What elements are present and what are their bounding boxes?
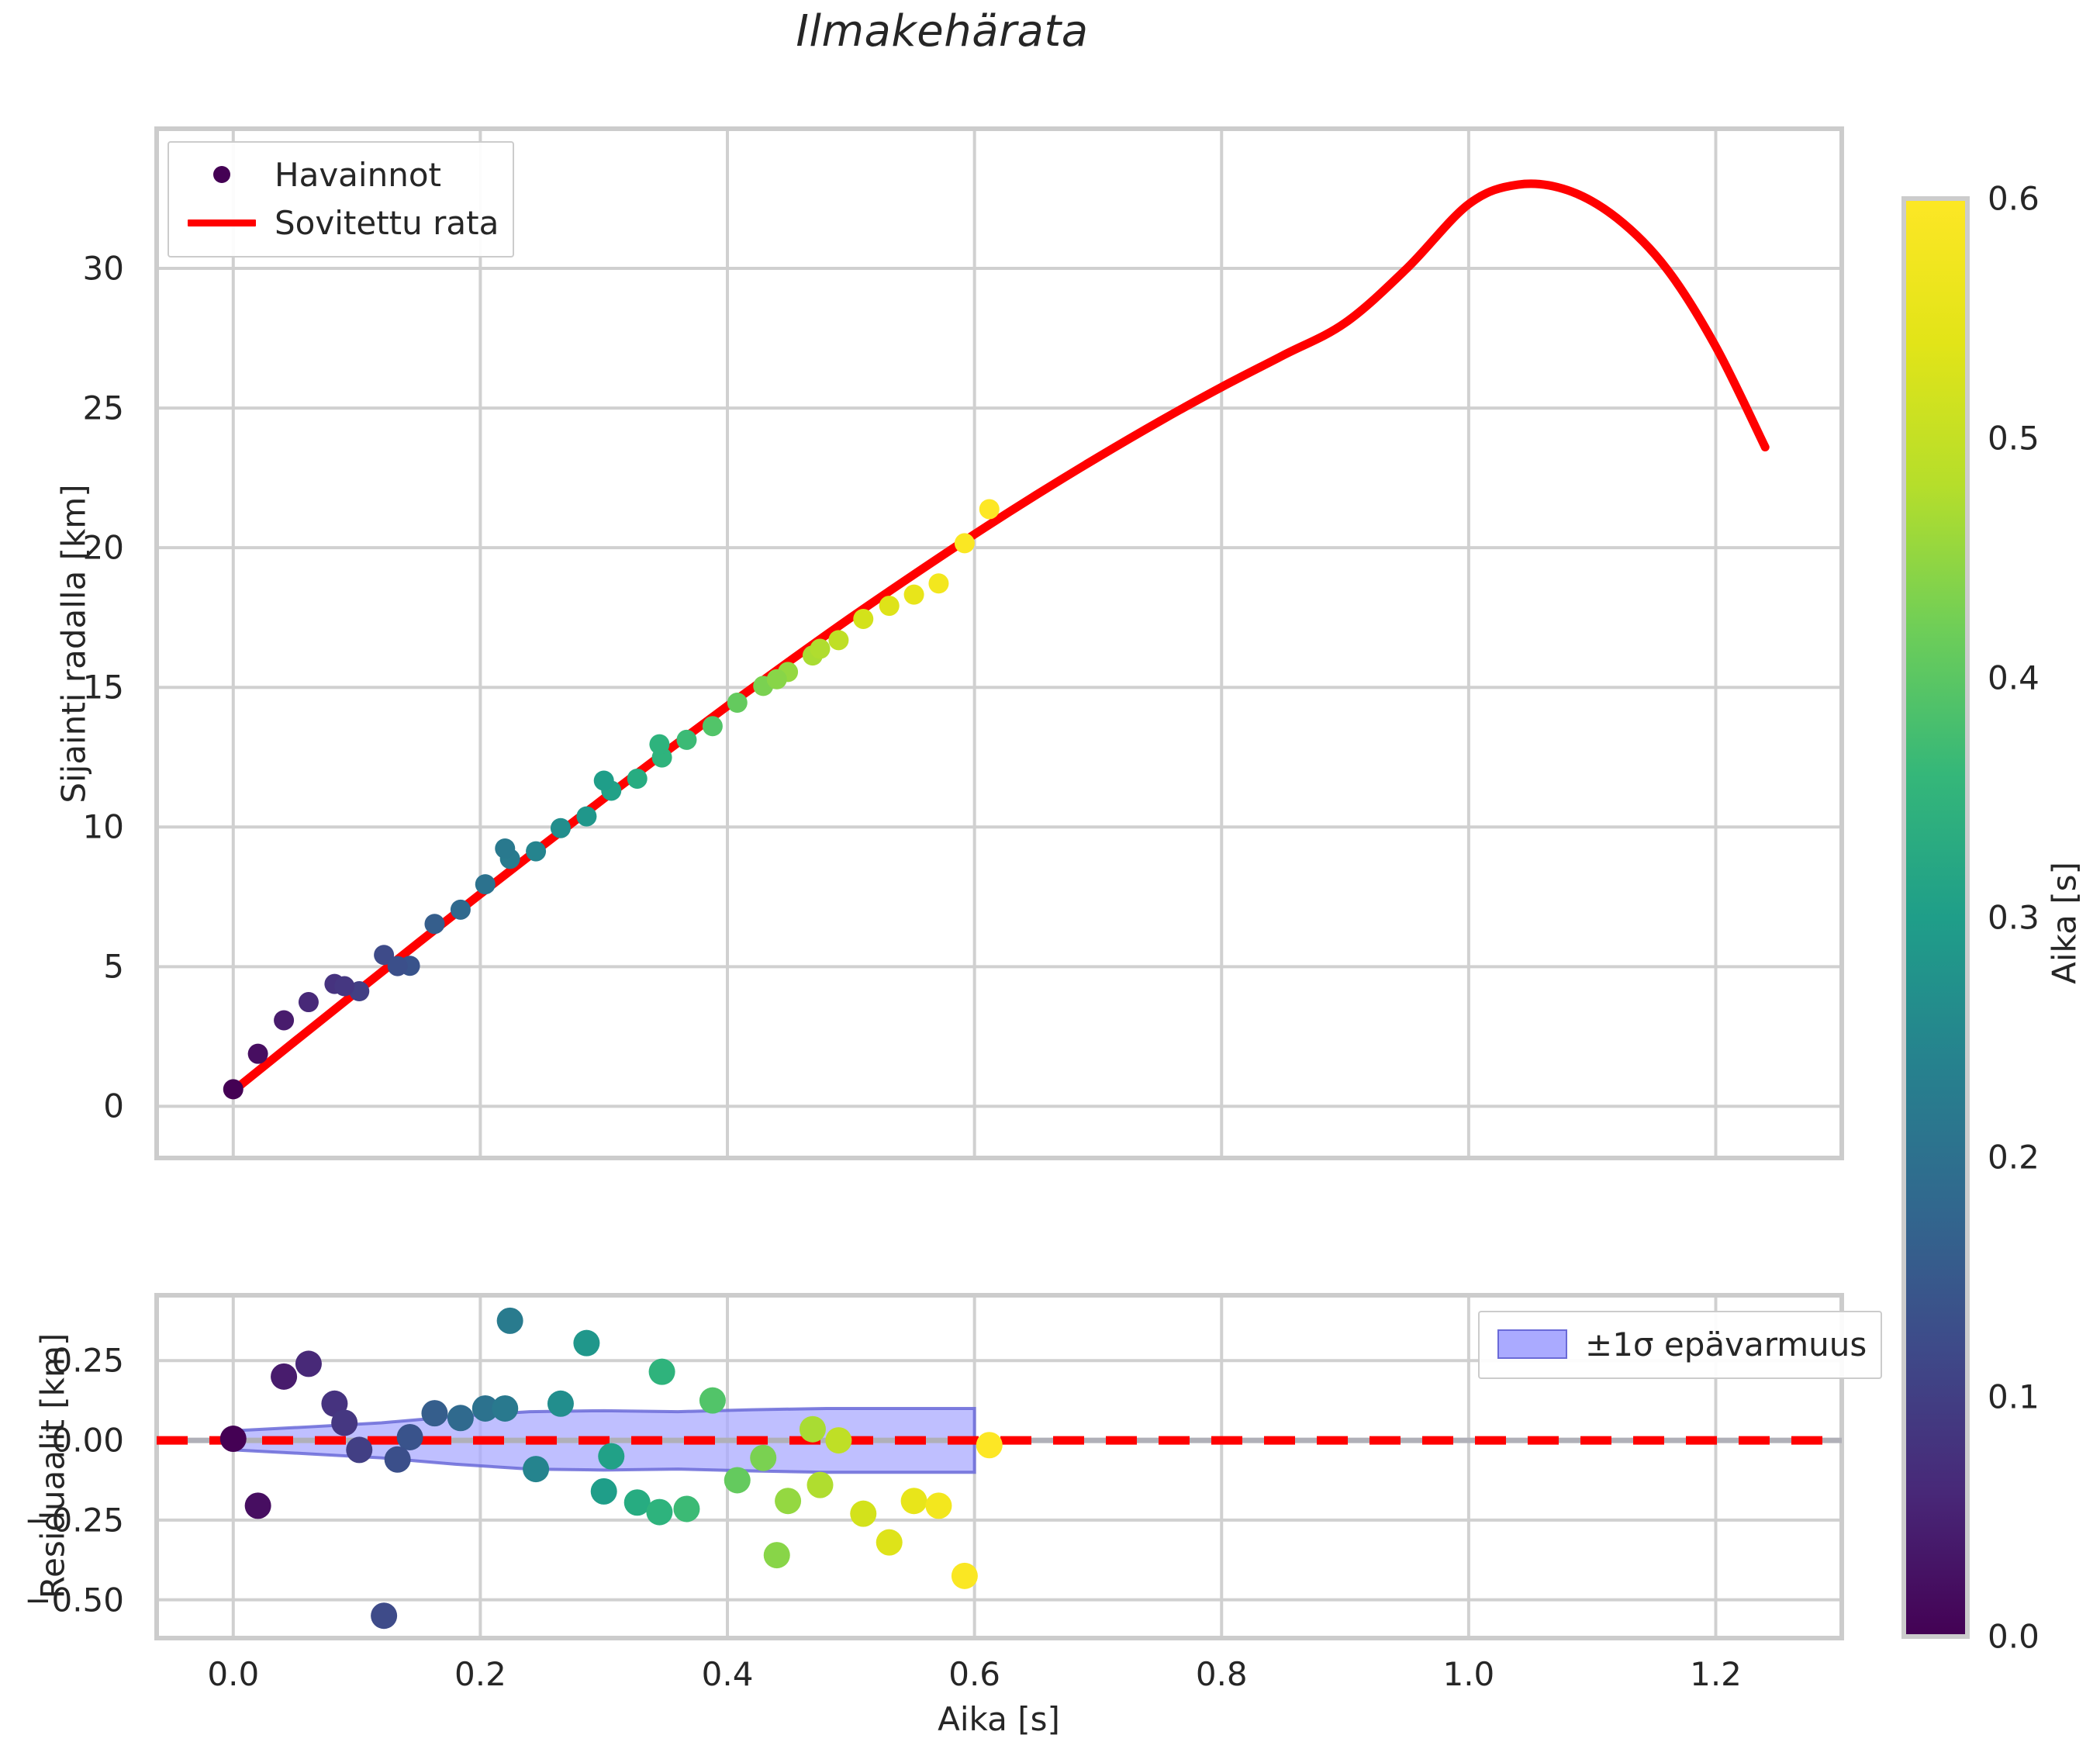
y-tick-label: 20 <box>82 528 124 567</box>
main-axes-frame <box>154 126 1844 1160</box>
residual-y-axis-label: Residuaalit [km] <box>33 1332 72 1599</box>
figure-title: Ilmakehärata <box>796 6 1089 57</box>
main-axes-data <box>223 179 1770 1100</box>
main-y-axis-label: Sijainti radalla [km] <box>54 484 93 804</box>
x-tick-label: 0.6 <box>948 1655 1001 1693</box>
legend-label-sovitettu-rata: Sovitettu rata <box>275 203 499 242</box>
y-tick-label: 0.25 <box>51 1341 124 1380</box>
y-tick-label: 10 <box>82 807 124 846</box>
residual-legend: ±1σ epävarmuus <box>1478 1311 1883 1379</box>
y-tick-label: −0.50 <box>24 1581 124 1619</box>
y-tick-label: 30 <box>82 249 124 288</box>
y-tick-label: 25 <box>82 389 124 427</box>
legend-label-havainnot: Havainnot <box>275 155 441 194</box>
residual-x-axis-label: Aika [s] <box>938 1700 1060 1738</box>
y-tick-label: 0.00 <box>51 1421 124 1460</box>
line-marker-icon <box>180 219 264 226</box>
y-tick-label: 15 <box>82 668 124 707</box>
x-tick-label: 0.0 <box>207 1655 260 1693</box>
y-tick-label: 5 <box>103 947 124 986</box>
main-legend: Havainnot Sovitettu rata <box>168 141 515 257</box>
x-tick-label: 0.4 <box>701 1655 754 1693</box>
colorbar-tick-label: 0.6 <box>1988 179 2040 218</box>
band-patch-icon <box>1490 1329 1574 1359</box>
legend-label-uncertainty: ±1σ epävarmuus <box>1585 1325 1867 1364</box>
x-tick-label: 1.0 <box>1442 1655 1495 1693</box>
colorbar-tick-label: 0.2 <box>1988 1138 2040 1177</box>
colorbar-tick-label: 0.5 <box>1988 419 2040 458</box>
colorbar-tick-label: 0.4 <box>1988 658 2040 697</box>
colorbar-tick-label: 0.3 <box>1988 898 2040 937</box>
y-tick-label: 0 <box>103 1087 124 1125</box>
residual-axes-data <box>157 1307 1842 1630</box>
legend-item-sovitettu-rata: Sovitettu rata <box>180 199 499 247</box>
y-tick-label: −0.25 <box>24 1501 124 1540</box>
main-axes-grid <box>157 129 1842 1158</box>
legend-item-havainnot: Havainnot <box>180 150 499 199</box>
legend-item-uncertainty: ±1σ epävarmuus <box>1490 1320 1867 1368</box>
colorbar-tick-label: 0.0 <box>1988 1617 2040 1656</box>
colorbar-tick-label: 0.1 <box>1988 1377 2040 1416</box>
x-tick-label: 0.2 <box>454 1655 506 1693</box>
residual-axes-frame <box>154 1293 1844 1640</box>
x-tick-label: 1.2 <box>1690 1655 1742 1693</box>
colorbar-axis-label: Aika [s] <box>2045 862 2084 984</box>
x-tick-label: 0.8 <box>1195 1655 1248 1693</box>
scatter-marker-icon <box>180 166 264 183</box>
